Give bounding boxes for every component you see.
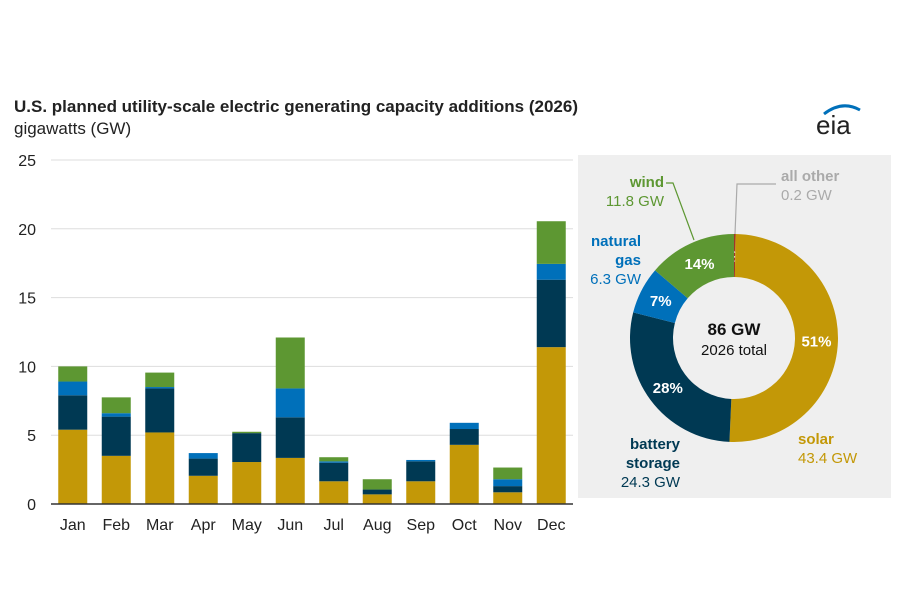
bar-segment-battery-storage [493,486,523,493]
x-tick-label: Oct [452,517,477,534]
y-tick-label: 0 [27,497,36,514]
bar-segment-natural-gas [275,388,305,418]
donut-slice-wind [655,234,734,299]
x-tick-label: May [232,517,262,534]
x-tick-label: Dec [537,517,565,534]
bar-segment-wind [58,366,88,382]
legend-label-all-other: all other [781,168,840,185]
bar-segment-wind [275,337,305,389]
chart-title: U.S. planned utility-scale electric gene… [14,97,579,116]
bar-segment-natural-gas [145,387,175,389]
legend-label-battery-storage: battery [630,436,681,453]
legend-label-solar: 43.4 GW [798,450,858,467]
wind-leader-line [666,182,695,241]
bar-segment-wind [232,431,262,434]
donut-slice-battery-storage [630,312,732,442]
bar-segment-battery-storage [319,462,349,482]
bar-segment-solar [493,492,523,504]
x-tick-label: Jul [324,517,344,534]
svg-text:eia: eia [816,110,851,140]
x-tick-label: Mar [146,517,174,534]
bar-segment-solar [406,481,436,504]
legend-label-wind: 11.8 GW [606,193,665,210]
y-tick-label: 5 [27,428,36,445]
bar-segment-wind [362,479,392,490]
bar-segment-battery-storage [449,429,479,445]
legend-label-natural-gas: 6.3 GW [590,271,642,288]
bar-segment-solar [232,462,262,504]
x-tick-label: Sep [407,517,436,534]
bar-segment-battery-storage [101,416,131,456]
bar-segment-natural-gas [319,461,349,463]
legend-label-natural-gas: natural [591,233,641,250]
donut-slice-natural-gas [633,270,688,324]
bar-segment-natural-gas [493,479,523,487]
x-tick-label: Aug [363,517,391,534]
y-tick-label: 15 [18,291,36,308]
bar-segment-natural-gas [406,459,436,462]
x-tick-label: Nov [494,517,522,534]
legend-label-battery-storage: 24.3 GW [621,474,681,491]
all-other-leader-line [734,183,776,235]
x-tick-label: Jun [277,517,303,534]
bar-segment-battery-storage [362,489,392,495]
slice-percent-label: 28% [653,380,683,397]
bar-segment-natural-gas [536,263,566,280]
bar-segment-battery-storage [232,433,262,463]
legend-label-natural-gas: gas [615,252,641,269]
slice-percent-label: 51% [801,333,831,350]
bar-segment-wind [536,221,566,264]
y-tick-label: 20 [18,222,36,239]
bar-segment-battery-storage [188,458,218,476]
bar-segment-solar [101,455,131,504]
bar-segment-wind [145,372,175,388]
x-tick-label: Feb [102,517,130,534]
donut-slice-all-other [734,234,736,278]
bar-segment-solar [188,475,218,504]
legend-label-solar: solar [798,431,834,448]
bar-segment-natural-gas [449,422,479,430]
bar-segment-battery-storage [145,388,175,433]
legend-label-battery-storage: storage [626,455,680,472]
slice-percent-label: 14% [685,256,715,273]
bar-segment-wind [493,467,523,480]
bar-segment-solar [145,432,175,504]
bar-segment-solar [362,494,392,504]
x-tick-label: Apr [191,517,217,534]
donut-center-value: 86 GW [708,320,762,339]
bar-segment-natural-gas [188,453,218,459]
bar-segment-wind [101,397,131,414]
bar-segment-battery-storage [275,417,305,458]
donut-slice-solar [729,234,838,442]
bar-segment-solar [449,444,479,504]
y-tick-label: 10 [18,359,36,376]
slice-percent-label: 7% [650,293,672,310]
bar-segment-natural-gas [58,381,88,396]
bar-segment-solar [58,429,88,504]
y-tick-label: 25 [18,153,36,170]
bar-segment-natural-gas [101,413,131,417]
bar-segment-battery-storage [536,279,566,348]
bar-segment-battery-storage [406,461,436,482]
chart-subtitle: gigawatts (GW) [14,119,132,138]
eia-logo: eia [816,104,861,140]
x-tick-label: Jan [60,517,86,534]
bar-segment-solar [319,481,349,504]
bar-segment-battery-storage [58,395,88,430]
donut-center-label: 2026 total [701,342,767,359]
bar-segment-solar [536,347,566,504]
legend-label-all-other: 0.2 GW [781,187,833,204]
bar-segment-wind [319,457,349,462]
bar-segment-solar [275,457,305,504]
legend-label-wind: wind [629,174,664,191]
